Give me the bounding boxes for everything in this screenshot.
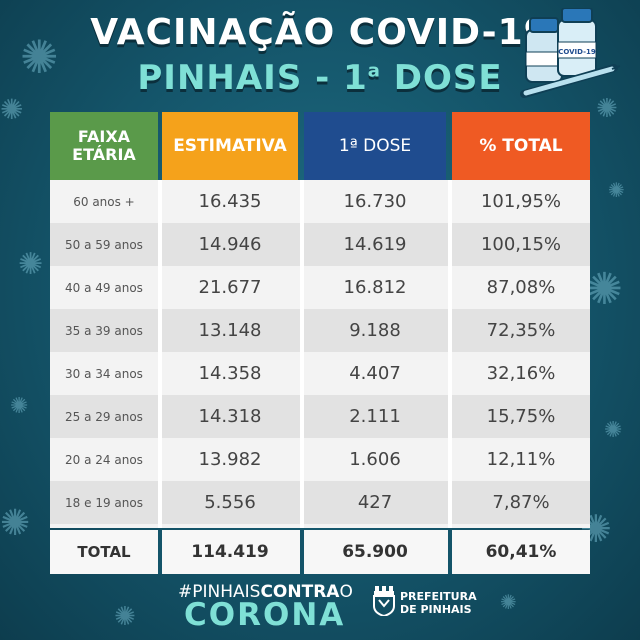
percent-cell: 12,11% [486, 449, 556, 470]
first-dose-cell: 9.188 [349, 320, 401, 341]
age-cell: 50 a 59 anos [65, 237, 143, 252]
campaign-hashtag-corona: CORONA [184, 597, 346, 633]
virus-icon: ✺ [20, 30, 59, 84]
city-crest-icon [373, 586, 395, 616]
percent-cell: 100,15% [480, 234, 562, 255]
table-row: 18 e 19 anos 5.556 427 7,87% [50, 481, 590, 524]
table-row: 20 a 24 anos 13.982 1.606 12,11% [50, 438, 590, 481]
table-row: 60 anos + 16.435 16.730 101,95% [50, 180, 590, 223]
table-row: 30 a 34 anos 14.358 4.407 32,16% [50, 352, 590, 395]
total-first-dose: 65.900 [342, 542, 408, 562]
table-row: 40 a 49 anos 21.677 16.812 87,08% [50, 266, 590, 309]
age-cell: 40 a 49 anos [65, 280, 143, 295]
virus-icon: ✺ [608, 178, 625, 202]
estimate-cell: 16.435 [198, 191, 262, 212]
estimate-cell: 5.556 [204, 492, 256, 513]
virus-icon: ✺ [596, 94, 618, 124]
percent-cell: 7,87% [492, 492, 550, 513]
estimate-cell: 14.358 [198, 363, 262, 384]
table-row: 50 a 59 anos 14.946 14.619 100,15% [50, 223, 590, 266]
total-estimate: 114.419 [191, 542, 269, 562]
header-first-dose: 1ª DOSE [304, 112, 446, 180]
percent-cell: 15,75% [486, 406, 556, 427]
percent-cell: 32,16% [486, 363, 556, 384]
first-dose-cell: 427 [357, 492, 393, 513]
percent-cell: 101,95% [480, 191, 562, 212]
virus-icon: ✺ [0, 93, 24, 126]
age-cell: 20 a 24 anos [65, 452, 143, 467]
first-dose-cell: 2.111 [349, 406, 401, 427]
header-age-group: FAIXA ETÁRIA [50, 112, 158, 180]
percent-cell: 72,35% [486, 320, 556, 341]
total-percent: 60,41% [485, 542, 557, 562]
header-percent-total: % TOTAL [452, 112, 590, 180]
age-cell: 25 a 29 anos [65, 409, 143, 424]
virus-icon: ✺ [500, 590, 517, 614]
campaign-hashtag: #PINHAISCONTRAO [178, 582, 353, 602]
table-row: 35 a 39 anos 13.148 9.188 72,35% [50, 309, 590, 352]
age-cell: 30 a 34 anos [65, 366, 143, 381]
virus-icon: ✺ [604, 418, 623, 443]
total-row: TOTAL 114.419 65.900 60,41% [50, 530, 590, 574]
virus-icon: ✺ [0, 503, 31, 544]
age-cell: 35 a 39 anos [65, 323, 143, 338]
estimate-cell: 13.982 [198, 449, 262, 470]
first-dose-cell: 16.812 [343, 277, 407, 298]
estimate-cell: 14.946 [198, 234, 262, 255]
page-title: VACINAÇÃO COVID-19 [90, 12, 550, 53]
estimate-cell: 21.677 [198, 277, 262, 298]
first-dose-cell: 16.730 [343, 191, 407, 212]
virus-icon: ✺ [586, 264, 623, 315]
total-label: TOTAL [77, 543, 131, 561]
estimate-cell: 14.318 [198, 406, 262, 427]
age-cell: 60 anos + [73, 194, 135, 209]
virus-icon: ✺ [18, 247, 44, 282]
percent-cell: 87,08% [486, 277, 556, 298]
prefeitura-logo-text: PREFEITURA DE PINHAIS [400, 590, 477, 616]
virus-icon: ✺ [114, 602, 136, 632]
first-dose-cell: 4.407 [349, 363, 401, 384]
header-estimate: ESTIMATIVA [162, 112, 298, 180]
vial-label: COVID-19 [558, 48, 596, 56]
estimate-cell: 13.148 [198, 320, 262, 341]
page-subtitle: PINHAIS - 1a DOSE [137, 58, 503, 98]
first-dose-cell: 14.619 [343, 234, 407, 255]
virus-icon: ✺ [10, 394, 29, 419]
table-row: 25 a 29 anos 14.318 2.111 15,75% [50, 395, 590, 438]
age-cell: 18 e 19 anos [65, 495, 143, 510]
first-dose-cell: 1.606 [349, 449, 401, 470]
vaccine-vials-icon: COVID-19 [520, 8, 621, 98]
